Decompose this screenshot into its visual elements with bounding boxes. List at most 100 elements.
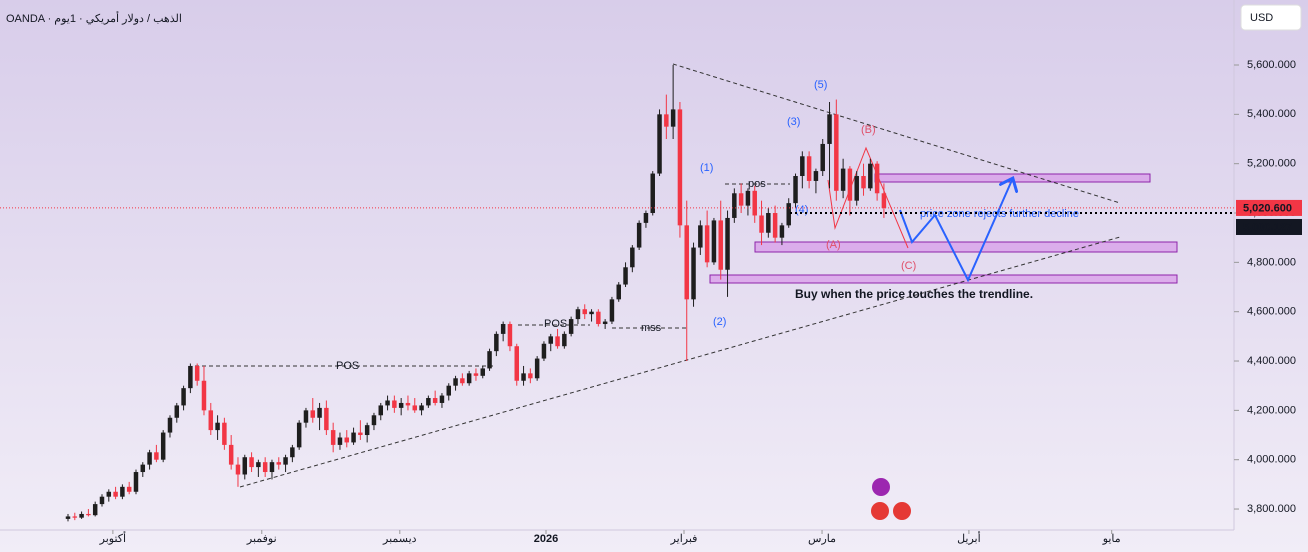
x-tick-label: أبريل [957, 531, 981, 545]
wave-label: (1) [700, 162, 713, 174]
candle-body [786, 203, 791, 226]
candle-body [745, 190, 751, 206]
wave-label: (A) [826, 239, 841, 251]
candle-body [222, 422, 227, 445]
marked-price-box [1236, 218, 1302, 235]
candle-body [806, 156, 812, 181]
candle-body [364, 425, 370, 436]
header: OANDA · الذهب / دولار أمريكي · 1يوم [6, 11, 182, 25]
candle-body [160, 432, 166, 460]
candle-body [847, 168, 853, 201]
flag-icon[interactable] [871, 502, 889, 520]
candle-body [194, 365, 200, 381]
candle-body [670, 109, 676, 127]
candle-body [283, 457, 288, 465]
x-tick-label: مارس [808, 533, 836, 545]
candle-body [800, 156, 805, 177]
candle-body [568, 319, 574, 334]
candle-body [861, 176, 866, 189]
note: price zone rejects further decline [920, 208, 1079, 220]
candle-body [392, 400, 397, 408]
y-tick-label: 3,800.000 [1247, 503, 1296, 515]
candle-body [167, 417, 173, 433]
candle-body [262, 462, 268, 473]
candle-body [609, 299, 615, 322]
candle-body [473, 373, 479, 376]
candle-body [630, 247, 635, 268]
candle-body [324, 407, 329, 431]
candle-body [72, 516, 78, 518]
candle-body [405, 402, 411, 406]
wave-label: (3) [787, 116, 800, 128]
candle-body [868, 163, 873, 189]
candle-body [126, 486, 132, 492]
candle-body [643, 213, 649, 223]
candle-body [596, 311, 601, 325]
candle-body [772, 213, 778, 238]
candle-body [623, 267, 628, 285]
candle-body [439, 395, 445, 403]
trendline [239, 236, 1121, 488]
candle-body [358, 432, 363, 436]
candle-body [514, 346, 519, 381]
candle-body [602, 321, 608, 325]
candle-body [562, 333, 567, 347]
marked-price-label: 5,000.127 [1243, 221, 1292, 233]
candle-body [834, 114, 839, 191]
candle-body [460, 378, 465, 384]
candle-body [446, 385, 451, 396]
candle-body [113, 491, 118, 497]
candle-body [711, 220, 717, 263]
candle-body [507, 324, 513, 347]
candle-body [330, 430, 336, 445]
flag-icon[interactable] [893, 502, 911, 520]
candle-body [303, 410, 309, 423]
x-tick-label: أكتوبر [99, 531, 126, 545]
candle-body [582, 309, 587, 315]
note: Buy when the price touches the trendline… [795, 287, 1033, 301]
pos-label: POS [544, 318, 567, 330]
zone [754, 241, 1178, 253]
event-icon[interactable] [872, 478, 890, 496]
candle-body [426, 398, 431, 406]
candle-body [534, 358, 540, 379]
candle-body [575, 309, 581, 320]
wave-label: (5) [814, 79, 827, 91]
candle-body [779, 225, 785, 238]
candle-body [650, 173, 655, 214]
candle-body [296, 422, 302, 448]
y-tick-label: 5,200.000 [1247, 158, 1296, 170]
candle-body [208, 410, 214, 431]
candle-body [140, 464, 146, 473]
candle-body [79, 513, 84, 518]
candle-body [378, 405, 384, 416]
candle-body [718, 220, 723, 270]
candle-body [881, 193, 887, 209]
candle-body [521, 373, 526, 381]
candle-body [657, 114, 662, 174]
candle-body [664, 114, 669, 127]
candle-body [154, 452, 159, 460]
wave-label: (C) [901, 260, 916, 272]
y-tick-label: 4,600.000 [1247, 306, 1296, 318]
x-tick-label: مايو [1102, 533, 1121, 545]
trendline [672, 63, 1121, 204]
candle-body [344, 437, 350, 443]
candle-body [65, 516, 71, 519]
candle-body [793, 176, 798, 204]
candle-body [276, 462, 282, 465]
y-tick-label: 5,600.000 [1247, 59, 1296, 71]
candle-body [92, 504, 98, 516]
candle-body [133, 472, 139, 492]
candle-body [616, 284, 621, 300]
drawings [195, 63, 1178, 520]
candle-body [827, 114, 832, 144]
y-tick-label: 5,400.000 [1247, 108, 1296, 120]
candle-body [371, 415, 377, 426]
y-tick-label: 4,000.000 [1247, 454, 1296, 466]
candle-body [106, 491, 112, 497]
currency-button[interactable] [1240, 4, 1302, 31]
candle-body [691, 247, 696, 300]
mss-label: mss [641, 322, 662, 334]
